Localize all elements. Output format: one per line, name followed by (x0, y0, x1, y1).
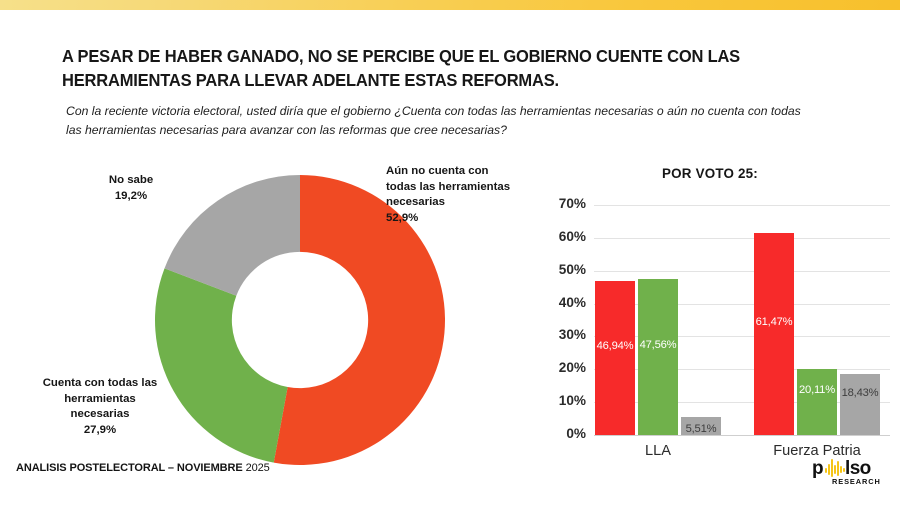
donut-label-cuenta-line1: Cuenta con todas las (42, 377, 158, 389)
page-subtitle: Con la reciente victoria electoral, uste… (66, 103, 801, 137)
bar-chart-title: POR VOTO 25: (662, 166, 758, 181)
logo-word-head: p (812, 458, 824, 479)
bar: 20,11% (797, 368, 837, 435)
donut-chart-panel: No sabe 19,2% Aún no cuenta con todas la… (0, 160, 522, 465)
gridline (594, 237, 890, 239)
gridline (594, 435, 890, 436)
donut-label-aun-line1: Aún no cuenta con (386, 165, 489, 177)
footer-note-year: 2025 (245, 462, 270, 474)
donut-label-aun-no-cuenta: Aún no cuenta con todas las herramientas… (386, 164, 522, 227)
donut-label-aun-line3: necesarias (386, 196, 445, 209)
donut-label-no-sabe: No sabe 19,2% (76, 173, 186, 204)
bar-value-label: 47,56% (639, 338, 677, 351)
donut-label-cuenta-line3: necesarias (70, 408, 130, 421)
gridline (594, 336, 890, 338)
y-axis-tick-label: 50% (558, 261, 586, 277)
y-axis-tick-label: 40% (558, 294, 586, 310)
bar-value-label: 46,94% (596, 339, 634, 352)
gridline (594, 402, 890, 404)
gridline (594, 270, 890, 272)
donut-slice (273, 175, 446, 465)
y-axis-tick-label: 60% (558, 228, 586, 244)
pulso-research-logo: puulso RESEARCH (812, 458, 884, 490)
bar-chart-panel: POR VOTO 25: 70% 60% 50% 40% 30% 20% 10% 0% 46,… (520, 160, 900, 460)
bar-value-label: 18,43% (841, 386, 879, 399)
donut-label-no-sabe-text: No sabe (108, 174, 154, 186)
pulse-wave-icon (825, 459, 845, 477)
bar: 5,51% (681, 416, 721, 435)
bar-value-label: 20,11% (799, 383, 835, 396)
footer-note-label: ANALISIS POSTELECTORAL – NOVIEMBRE (16, 462, 246, 474)
donut-label-cuenta-value: 27,9% (83, 424, 117, 437)
y-axis-tick-label: 70% (558, 196, 586, 211)
bar: 18,43% (840, 374, 880, 435)
bar: 46,94% (595, 280, 635, 435)
header: A PESAR DE HABER GANADO, NO SE PERCIBE Q… (62, 44, 852, 140)
donut-chart (155, 175, 446, 465)
donut-label-no-sabe-value: 19,2% (114, 189, 148, 202)
top-accent-bar (0, 0, 900, 10)
y-axis-tick-label: 30% (558, 327, 586, 343)
gridline (594, 205, 890, 206)
bar: 61,47% (754, 233, 794, 435)
gridline (594, 303, 890, 305)
y-axis-tick-label: 20% (558, 360, 586, 376)
bar-value-label: 61,47% (755, 316, 793, 329)
donut-label-aun-line2: todas las herramientas (386, 180, 511, 193)
donut-slice (155, 268, 288, 463)
footer-source-note: ANALISIS POSTELECTORAL – NOVIEMBRE 2025 (16, 462, 270, 474)
page-title: A PESAR DE HABER GANADO, NO SE PERCIBE Q… (62, 46, 740, 91)
donut-slice (164, 175, 300, 296)
logo-wordmark: puulso (812, 458, 871, 480)
donut-label-aun-value: 52,9% (386, 212, 419, 225)
y-axis-tick-label: 10% (558, 393, 586, 409)
x-axis-tick-label: Fuerza Patria (773, 443, 861, 459)
logo-word-tail: lso (845, 458, 871, 479)
bar-chart-plot-area: 70% 60% 50% 40% 30% 20% 10% 0% 46,94% 47,56% 5,51… (559, 196, 890, 459)
logo-subtext: RESEARCH (832, 477, 881, 486)
donut-label-cuenta-con-todas: Cuenta con todas las herramientas necesa… (20, 376, 180, 439)
y-axis-tick-label: 0% (566, 426, 586, 441)
gridline (594, 369, 890, 371)
x-axis-tick-label: LLA (645, 443, 671, 459)
bar: 47,56% (638, 278, 678, 435)
donut-label-cuenta-line2: herramientas (64, 392, 136, 405)
bar-value-label: 5,51% (685, 422, 717, 435)
